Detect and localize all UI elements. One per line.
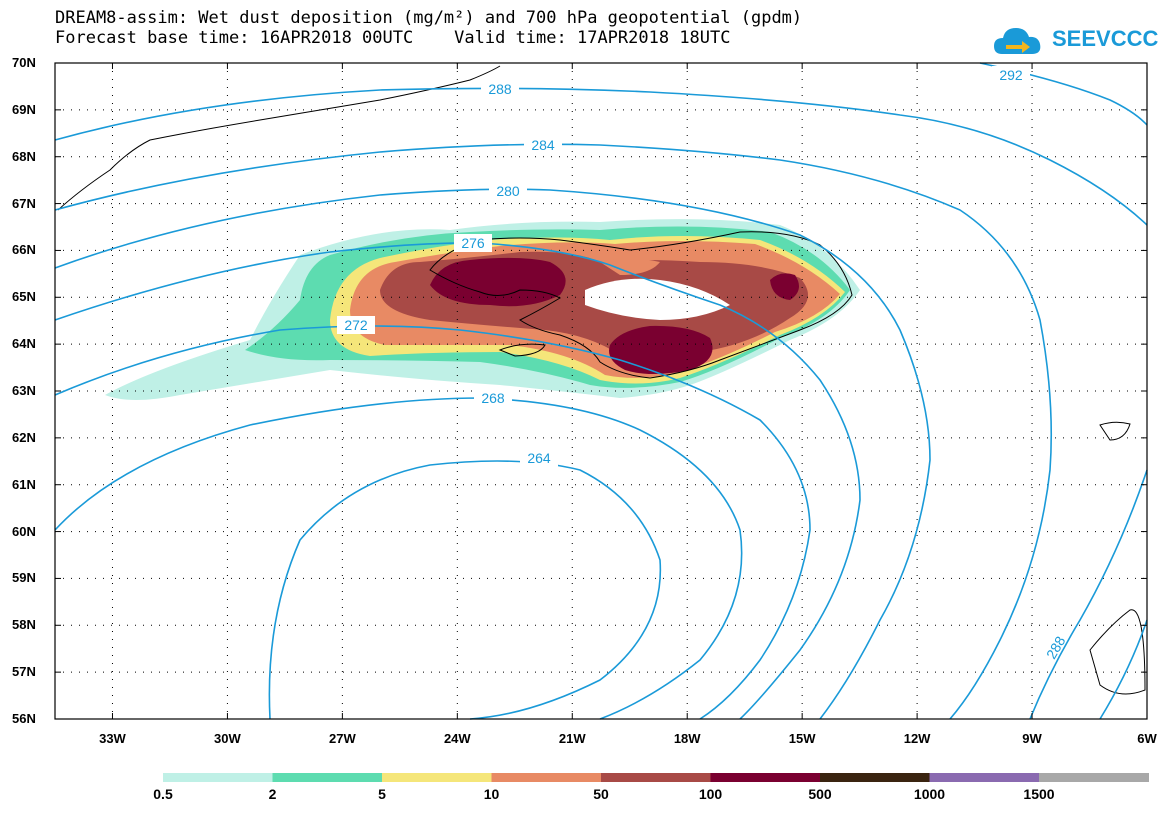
lon-label-27W: 27W — [328, 731, 356, 746]
lat-label-61N: 61N — [12, 476, 36, 492]
legend-tick-label: 10 — [483, 786, 500, 802]
logo-text: SEEVCCC — [1052, 26, 1159, 51]
dust-level-100 — [430, 257, 799, 374]
contour-label-264: 264 — [527, 450, 551, 466]
contour-label-276: 276 — [461, 235, 485, 251]
lat-label-56N: 56N — [12, 711, 36, 726]
lat-label-60N: 60N — [12, 523, 36, 539]
legend-tick-label: 50 — [593, 786, 609, 802]
legend-tick-label: 1000 — [913, 786, 946, 802]
contour-label-284: 284 — [531, 137, 555, 153]
contour-label-268: 268 — [481, 390, 505, 406]
contour-label-280: 280 — [496, 183, 520, 199]
legend-color-bar — [163, 773, 1149, 782]
lon-label-12W: 12W — [903, 731, 931, 746]
greenland-coast — [57, 65, 501, 211]
legend-swatch — [163, 773, 273, 782]
legend-swatch — [820, 773, 930, 782]
lon-label-6W: 6W — [1137, 731, 1157, 746]
legend-tick-label: 2 — [268, 786, 277, 802]
contour-288 — [54, 87, 1148, 226]
lat-label-57N: 57N — [12, 664, 36, 680]
contour-272 — [54, 325, 811, 720]
contour-288-east-2 — [1099, 619, 1148, 720]
legend-swatch — [601, 773, 711, 782]
lat-label-69N: 69N — [12, 101, 36, 117]
legend-swatch — [710, 773, 821, 782]
contour-268 — [54, 397, 743, 720]
legend-swatch — [491, 773, 602, 782]
white-gap-2 — [600, 258, 660, 275]
geopotential-contours — [54, 62, 1148, 720]
axis-ticks — [55, 62, 1148, 720]
contour-280 — [54, 188, 931, 720]
legend-swatch — [929, 773, 1040, 782]
map-title: DREAM8-assim: Wet dust deposition (mg/m²… — [55, 8, 803, 28]
contour-288-east — [1029, 469, 1148, 720]
cloud-arrow-icon — [994, 28, 1041, 54]
lat-label-68N: 68N — [12, 148, 36, 164]
white-gap — [585, 278, 730, 320]
lat-label-66N: 66N — [12, 242, 36, 258]
lon-label-30W: 30W — [214, 731, 241, 746]
lat-label-62N: 62N — [12, 429, 36, 445]
dust-shading — [105, 219, 860, 400]
legend-tick-label: 0.5 — [153, 786, 173, 802]
lat-label-59N: 59N — [12, 570, 36, 586]
lat-label-64N: 64N — [12, 336, 36, 352]
lon-label-21W: 21W — [558, 731, 586, 746]
contour-284 — [54, 143, 1053, 720]
contour-label-group: 288 284 280 276 272 268 264 292 288 — [337, 66, 1069, 662]
legend-tick-label: 1500 — [1023, 786, 1055, 802]
contour-label-292: 292 — [999, 67, 1023, 83]
legend-swatch — [272, 773, 383, 782]
contour-label-288: 288 — [488, 81, 512, 97]
iceland-coast — [429, 231, 853, 379]
legend-tick-label: 100 — [698, 786, 723, 802]
legend-tick-label: 5 — [378, 786, 386, 802]
lat-label-58N: 58N — [12, 617, 36, 633]
lon-label-15W: 15W — [788, 731, 816, 746]
lat-label-70N: 70N — [12, 55, 36, 70]
lon-label-9W: 9W — [1022, 731, 1042, 746]
contour-264 — [268, 460, 662, 720]
legend-tick-label: 500 — [808, 786, 832, 802]
lon-label-24W: 24W — [443, 731, 471, 746]
lon-label-33W: 33W — [99, 731, 126, 746]
lat-label-63N: 63N — [12, 383, 36, 398]
faroe-coast — [1099, 421, 1131, 441]
reykjanes-coast — [498, 343, 546, 357]
lat-label-65N: 65N — [12, 289, 36, 305]
legend-swatch — [1039, 773, 1149, 782]
gridlines — [55, 63, 1147, 719]
lon-label-18W: 18W — [673, 731, 701, 746]
contour-276 — [54, 242, 861, 720]
legend-swatch — [382, 773, 492, 782]
map-subtitle: Forecast base time: 16APR2018 00UTC Vali… — [55, 28, 731, 48]
lat-label-67N: 67N — [12, 195, 36, 211]
contour-label-272: 272 — [344, 317, 368, 333]
